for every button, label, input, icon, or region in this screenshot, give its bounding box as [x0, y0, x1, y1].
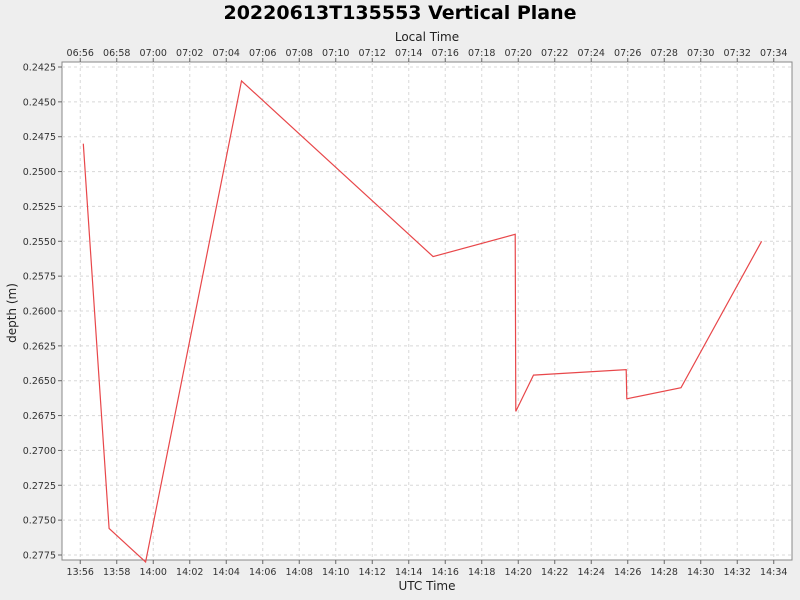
utc-tick-label: 14:26 — [614, 567, 641, 578]
local-tick-label: 07:20 — [505, 48, 532, 59]
local-tick-label: 07:32 — [724, 48, 751, 59]
depth-tick-label: 0.2650 — [23, 376, 56, 387]
depth-tick-label: 0.2550 — [23, 237, 56, 248]
local-tick-label: 06:58 — [103, 48, 130, 59]
utc-tick-label: 13:56 — [67, 567, 94, 578]
utc-tick-label: 14:30 — [687, 567, 714, 578]
utc-tick-label: 14:20 — [505, 567, 532, 578]
utc-tick-label: 14:28 — [651, 567, 678, 578]
local-tick-label: 07:26 — [614, 48, 641, 59]
utc-tick-label: 13:58 — [103, 567, 130, 578]
depth-tick-label: 0.2575 — [23, 272, 56, 283]
grid-lines — [62, 62, 792, 560]
depth-tick-label: 0.2425 — [23, 63, 56, 74]
local-tick-label: 07:06 — [249, 48, 276, 59]
depth-tick-label: 0.2675 — [23, 411, 56, 422]
utc-tick-label: 14:32 — [724, 567, 751, 578]
utc-tick-label: 14:18 — [468, 567, 495, 578]
local-tick-label: 07:10 — [322, 48, 349, 59]
local-tick-label: 07:00 — [140, 48, 167, 59]
utc-tick-label: 14:04 — [213, 567, 240, 578]
utc-tick-label: 14:08 — [286, 567, 313, 578]
utc-tick-label: 14:34 — [760, 567, 787, 578]
utc-tick-label: 14:10 — [322, 567, 349, 578]
local-tick-label: 07:28 — [651, 48, 678, 59]
depth-axis-title: depth (m) — [5, 283, 19, 343]
utc-tick-label: 14:22 — [541, 567, 568, 578]
depth-tick-label: 0.2700 — [23, 446, 56, 457]
depth-tick-label: 0.2775 — [23, 551, 56, 562]
utc-tick-label: 14:00 — [140, 567, 167, 578]
utc-tick-label: 14:02 — [176, 567, 203, 578]
utc-tick-label: 14:24 — [578, 567, 605, 578]
local-tick-label: 07:08 — [286, 48, 313, 59]
depth-tick-label: 0.2475 — [23, 132, 56, 143]
local-tick-labels: 06:56 06:58 07:00 07:02 07:04 07:06 07:08 07:10… — [67, 48, 787, 62]
depth-tick-label: 0.2750 — [23, 516, 56, 527]
local-tick-label: 07:22 — [541, 48, 568, 59]
local-tick-label: 07:24 — [578, 48, 605, 59]
local-tick-label: 07:30 — [687, 48, 714, 59]
utc-tick-labels: 13:56 13:58 14:00 14:02 14:04 14:06 14:08 14:10… — [67, 560, 787, 578]
depth-tick-labels: 0.2425 0.2450 0.2475 0.2500 0.2525 0.2550 0.25… — [23, 63, 62, 562]
depth-tick-label: 0.2450 — [23, 97, 56, 108]
utc-tick-label: 14:16 — [432, 567, 459, 578]
depth-tick-label: 0.2725 — [23, 481, 56, 492]
local-time-axis-title: Local Time — [395, 30, 459, 44]
chart-title: 20220613T135553 Vertical Plane — [223, 2, 576, 24]
depth-tick-label: 0.2600 — [23, 307, 56, 318]
depth-tick-label: 0.2625 — [23, 341, 56, 352]
utc-tick-label: 14:12 — [359, 567, 386, 578]
utc-tick-label: 14:14 — [395, 567, 422, 578]
local-tick-label: 06:56 — [67, 48, 94, 59]
utc-time-axis-title: UTC Time — [399, 579, 456, 593]
local-tick-label: 07:34 — [760, 48, 787, 59]
utc-tick-label: 14:06 — [249, 567, 276, 578]
local-tick-label: 07:12 — [359, 48, 386, 59]
depth-tick-label: 0.2525 — [23, 202, 56, 213]
depth-series-line — [82, 79, 763, 564]
depth-tick-label: 0.2500 — [23, 167, 56, 178]
local-tick-label: 07:14 — [395, 48, 422, 59]
local-tick-label: 07:02 — [176, 48, 203, 59]
local-tick-label: 07:18 — [468, 48, 495, 59]
local-tick-label: 07:04 — [213, 48, 240, 59]
local-tick-label: 07:16 — [432, 48, 459, 59]
